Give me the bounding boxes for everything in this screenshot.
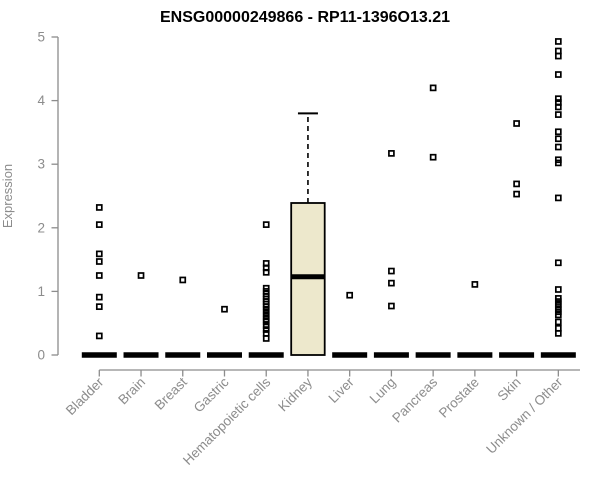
y-axis-label: Expression: [0, 164, 15, 228]
data-point: [262, 335, 270, 342]
data-point: [471, 281, 479, 288]
data-point: [554, 111, 562, 118]
data-point: [554, 38, 562, 45]
x-category-label: Liver: [326, 374, 358, 406]
x-category-label: Gastric: [191, 374, 232, 415]
data-point: [554, 135, 562, 143]
y-tick-label: 1: [37, 284, 45, 299]
y-tick-label: 3: [37, 157, 45, 172]
data-point: [388, 150, 395, 157]
data-point: [554, 286, 562, 293]
zero-median-bar: [248, 352, 284, 358]
zero-median-bar: [165, 352, 201, 358]
x-category-label: Unknown / Other: [483, 374, 566, 457]
x-category-label: Pancreas: [389, 374, 440, 425]
y-tick-label: 5: [37, 30, 45, 45]
data-point: [179, 276, 187, 284]
zero-median-bar: [415, 352, 451, 358]
data-point: [95, 258, 103, 265]
zero-median-bar: [81, 352, 117, 358]
data-point: [554, 71, 562, 78]
data-point: [346, 291, 354, 299]
data-point: [137, 272, 145, 279]
data-point: [388, 302, 395, 310]
data-point: [262, 322, 270, 330]
x-category-label: Bladder: [63, 374, 107, 418]
data-point: [513, 120, 520, 127]
data-point: [554, 318, 562, 326]
x-category-label: Kidney: [275, 374, 315, 414]
data-point: [262, 268, 270, 276]
x-category-label: Skin: [495, 375, 524, 404]
data-point: [554, 95, 562, 103]
data-point: [554, 128, 562, 136]
data-point: [554, 143, 562, 151]
data-point: [554, 301, 562, 309]
x-category-label: Prostate: [436, 375, 482, 421]
data-point: [221, 305, 228, 313]
data-point: [554, 103, 562, 111]
data-point: [429, 153, 437, 161]
data-point: [554, 194, 562, 202]
zero-median-bar: [332, 352, 368, 358]
data-point: [554, 52, 562, 60]
data-point: [95, 272, 103, 279]
data-point: [95, 293, 103, 301]
y-tick-label: 2: [37, 220, 45, 235]
data-point: [95, 250, 103, 258]
zero-median-bar: [540, 352, 576, 358]
data-point: [95, 204, 103, 211]
data-point: [388, 279, 395, 287]
zero-median-bar: [123, 352, 159, 358]
x-category-label: Brain: [115, 375, 148, 408]
x-category-label: Breast: [152, 374, 190, 412]
chart-title: ENSG00000249866 - RP11-1396O13.21: [160, 9, 450, 26]
zero-median-bar: [373, 352, 409, 358]
data-point: [554, 330, 562, 337]
x-category-label: Lung: [367, 375, 399, 407]
data-point: [262, 318, 270, 326]
data-point: [513, 190, 520, 198]
plot-marks: [81, 38, 576, 358]
zero-median-bar: [206, 352, 242, 358]
zero-median-bar: [457, 352, 493, 358]
data-point: [554, 311, 562, 319]
zero-median-bar: [499, 352, 535, 358]
data-point: [513, 180, 520, 188]
y-tick-label: 4: [37, 93, 45, 108]
data-point: [95, 303, 103, 311]
data-point: [262, 221, 270, 228]
data-point: [95, 332, 103, 340]
data-point: [262, 326, 270, 333]
data-point: [429, 84, 437, 92]
data-point: [554, 259, 562, 267]
data-point: [388, 267, 395, 275]
y-tick-label: 0: [37, 348, 45, 363]
data-point: [554, 159, 562, 167]
data-point: [95, 221, 103, 228]
